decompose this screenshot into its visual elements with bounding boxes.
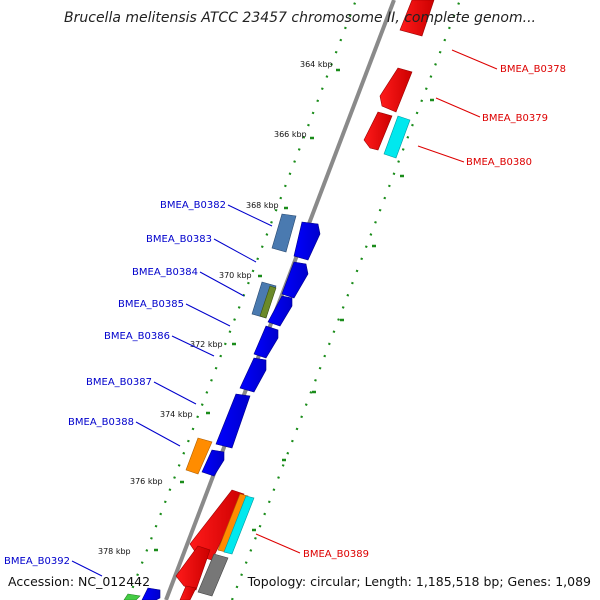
gene-label[interactable]: BMEA_B0379 <box>482 113 548 124</box>
gene-label[interactable]: BMEA_B0389 <box>303 549 369 560</box>
gene-arrow[interactable] <box>185 437 213 475</box>
tick-label: 374 kbp <box>160 410 193 419</box>
reverse-strand-genes <box>175 0 435 600</box>
forward-gene-labels: BMEA_B0382 BMEA_B0383 BMEA_B0384 BMEA_B0… <box>4 200 226 567</box>
gene-label[interactable]: BMEA_B0388 <box>68 417 134 428</box>
gene-arrow[interactable] <box>363 111 393 151</box>
map-title: Brucella melitensis ATCC 23457 chromosom… <box>64 10 536 26</box>
tick-label: 366 kbp <box>274 130 307 139</box>
gene-label[interactable]: BMEA_B0384 <box>132 267 198 278</box>
gene-arrow[interactable] <box>399 0 435 37</box>
gene-label[interactable]: BMEA_B0385 <box>118 299 184 310</box>
gene-arrow[interactable] <box>179 585 197 600</box>
gene-arrow[interactable] <box>379 67 413 113</box>
forward-label-leaders <box>71 204 273 577</box>
tick-label: 370 kbp <box>219 271 252 280</box>
reverse-gene-labels: BMEA_B0378 BMEA_B0379 BMEA_B0380 BMEA_B0… <box>303 64 566 560</box>
gene-arrow[interactable] <box>239 357 267 393</box>
gene-arrow[interactable] <box>271 213 297 253</box>
gene-label[interactable]: BMEA_B0387 <box>86 377 152 388</box>
gene-label[interactable]: BMEA_B0378 <box>500 64 566 75</box>
gene-label[interactable]: BMEA_B0392 <box>4 556 70 567</box>
tick-label: 364 kbp <box>300 60 333 69</box>
gene-arrow[interactable] <box>201 449 225 477</box>
gene-arrow[interactable] <box>281 261 309 299</box>
gc-content-track-inner <box>230 0 462 600</box>
gc-content-track-outer <box>126 0 358 600</box>
ruler-ticks <box>154 68 434 552</box>
gene-label[interactable]: BMEA_B0382 <box>160 200 226 211</box>
tick-label: 378 kbp <box>98 547 131 556</box>
ruler-tick-labels: 364 kbp 366 kbp 368 kbp 370 kbp 372 kbp … <box>98 60 333 556</box>
gene-arrow[interactable] <box>259 285 277 319</box>
reverse-label-leaders <box>255 49 498 554</box>
accession-text: Accession: NC_012442 <box>8 574 151 589</box>
gene-arrow[interactable] <box>293 221 321 261</box>
gene-label[interactable]: BMEA_B0380 <box>466 157 532 168</box>
topology-summary: Topology: circular; Length: 1,185,518 bp… <box>247 574 591 589</box>
tick-label: 372 kbp <box>190 340 223 349</box>
gene-arrow[interactable] <box>215 393 251 449</box>
tick-label: 368 kbp <box>246 201 279 210</box>
gene-arrow[interactable] <box>197 553 229 597</box>
gene-arrow[interactable] <box>123 593 141 600</box>
gene-arrow[interactable] <box>267 295 293 327</box>
gene-label[interactable]: BMEA_B0383 <box>146 234 212 245</box>
gene-arrow[interactable] <box>383 115 411 159</box>
gene-label[interactable]: BMEA_B0386 <box>104 331 170 342</box>
forward-strand-genes <box>123 213 321 600</box>
tick-label: 376 kbp <box>130 477 163 486</box>
gene-arrow[interactable] <box>253 325 279 359</box>
gene-arrow[interactable] <box>223 495 255 555</box>
gene-arrow[interactable] <box>141 587 161 600</box>
